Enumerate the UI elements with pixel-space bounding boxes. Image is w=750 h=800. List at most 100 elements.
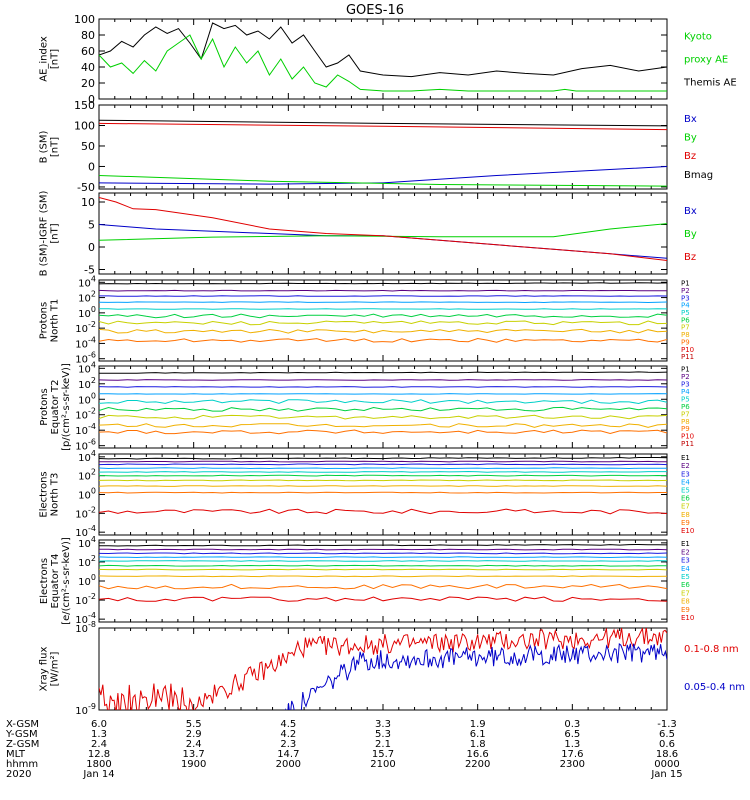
series-e3	[99, 552, 667, 555]
x-row-value: 2300	[560, 759, 585, 770]
legend-entry: P11	[681, 440, 694, 448]
series-p8	[99, 423, 667, 428]
tick-exponent: 0	[91, 391, 96, 400]
series-p1	[99, 282, 667, 285]
series-p5	[99, 308, 667, 310]
y-axis-title: Equator T2	[50, 380, 61, 435]
legend-entry: E1	[681, 540, 690, 548]
y-axis-title: [p/(cm²-s-sr-keV)]	[61, 363, 72, 451]
y-axis-title: B (SM)-IGRF (SM)	[39, 191, 50, 277]
legend-entry: E7	[681, 503, 690, 511]
y-tick-label: 10-4	[75, 524, 96, 539]
tick-exponent: 2	[91, 468, 96, 477]
panel-peq: Protons Equator T2 [p/(cm²-s-sr-keV)] P1P2P…	[39, 363, 694, 451]
legend-entry: P1	[681, 280, 690, 288]
legend-entry: Bx	[684, 206, 697, 217]
tick-exponent: 4	[91, 274, 96, 283]
legend-entry: P5	[681, 395, 690, 403]
tick-exponent: 0	[91, 305, 96, 314]
tick-base: 10	[75, 509, 88, 520]
tick-base: 10	[78, 577, 91, 588]
x-row-value: 1.8	[470, 739, 486, 750]
tick-exponent: 2	[91, 554, 96, 563]
y-tick-label: 10-6	[75, 438, 96, 453]
series-p3	[99, 386, 667, 388]
legend-entry: P9	[681, 425, 690, 433]
y-axis-title: Xray flux	[39, 647, 50, 692]
y-axis-title: [nT]	[50, 49, 61, 69]
series-e9	[99, 583, 667, 590]
series-p1	[99, 371, 667, 374]
legend-entry: By	[684, 132, 697, 143]
x-row-value: 6.5	[564, 729, 580, 740]
y-tick-label: 10-2	[75, 320, 96, 335]
tick-exponent: -4	[88, 335, 96, 344]
y-tick-label: 10-8	[75, 620, 96, 635]
x-row-value: 1.3	[564, 739, 580, 750]
panel-frame	[98, 627, 668, 711]
panel-ae: AE_index [nT] Kyoto proxy AE Themis AE	[39, 18, 737, 100]
panel-bigrf: B (SM)-IGRF (SM) [nT] Bx By Bz	[39, 191, 697, 277]
y-tick-label: 0	[88, 160, 95, 173]
legend-entry: P6	[681, 316, 690, 324]
series-e5	[99, 470, 667, 473]
x-row-label: Z-GSM	[6, 739, 39, 750]
tick-base: 10	[75, 324, 88, 335]
tick-exponent: -2	[88, 320, 96, 329]
series-bmag	[99, 119, 667, 127]
legend-entry: P9	[681, 338, 690, 346]
series-p2	[99, 379, 667, 381]
y-tick-label: 104	[78, 535, 96, 550]
legend-entry: P4	[681, 302, 690, 310]
y-axis-title: Electrons	[39, 471, 50, 517]
x-row-value: 14.7	[277, 749, 299, 760]
y-tick-label: 0	[88, 241, 95, 254]
tick-exponent: 4	[91, 360, 96, 369]
series-e8	[99, 575, 667, 578]
series-p4	[99, 301, 667, 304]
y-axis-title: AE_index	[39, 36, 50, 82]
y-tick-label: 10-2	[75, 407, 96, 422]
tick-base: 10	[75, 706, 88, 717]
legend-entry: Bz	[684, 252, 696, 263]
y-tick-label: 100	[74, 119, 95, 132]
y-tick-label: 102	[78, 468, 96, 483]
tick-base: 10	[75, 426, 88, 437]
tick-exponent: -4	[88, 524, 96, 533]
y-tick-label: 10-4	[75, 611, 96, 626]
tick-base: 10	[75, 442, 88, 453]
panel-frame	[98, 539, 668, 623]
series-xray-long	[99, 628, 667, 710]
x-row-value: 2.1	[375, 739, 391, 750]
series-e2	[99, 548, 667, 551]
x-end-date: Jan 15	[650, 769, 682, 780]
series-e4	[99, 556, 667, 559]
y-tick-label: 100	[78, 573, 96, 588]
legend-entry: Kyoto	[684, 32, 712, 43]
panel-frame	[98, 365, 668, 449]
panel-frame	[98, 18, 668, 100]
y-tick-label: 102	[78, 376, 96, 391]
series-p3	[99, 295, 667, 297]
y-tick-label: 80	[81, 29, 95, 42]
x-row-value: 15.7	[372, 749, 394, 760]
y-tick-label: 10-2	[75, 592, 96, 607]
series-xray-short	[284, 643, 667, 710]
tick-exponent: -2	[88, 407, 96, 416]
plot-area	[99, 22, 667, 92]
x-row-value: 6.1	[470, 729, 486, 740]
y-axis-title: [e/(cm²-s-sr-keV)]	[61, 537, 72, 625]
y-axis-title: Equator T4	[50, 554, 61, 609]
legend-entry: P10	[681, 346, 694, 354]
tick-base: 10	[78, 453, 91, 464]
tick-exponent: 2	[91, 376, 96, 385]
legend-entry: E10	[681, 614, 694, 622]
series-e6	[99, 474, 667, 477]
panel-eeq: Electrons Equator T4 [e/(cm²-s-sr-keV)] E1E…	[39, 537, 694, 625]
legend-entry: 0.1-0.8 nm	[684, 644, 739, 655]
legend-entry: Themis AE	[683, 77, 737, 88]
legend-entry: E5	[681, 486, 690, 494]
series-e4	[99, 467, 667, 470]
